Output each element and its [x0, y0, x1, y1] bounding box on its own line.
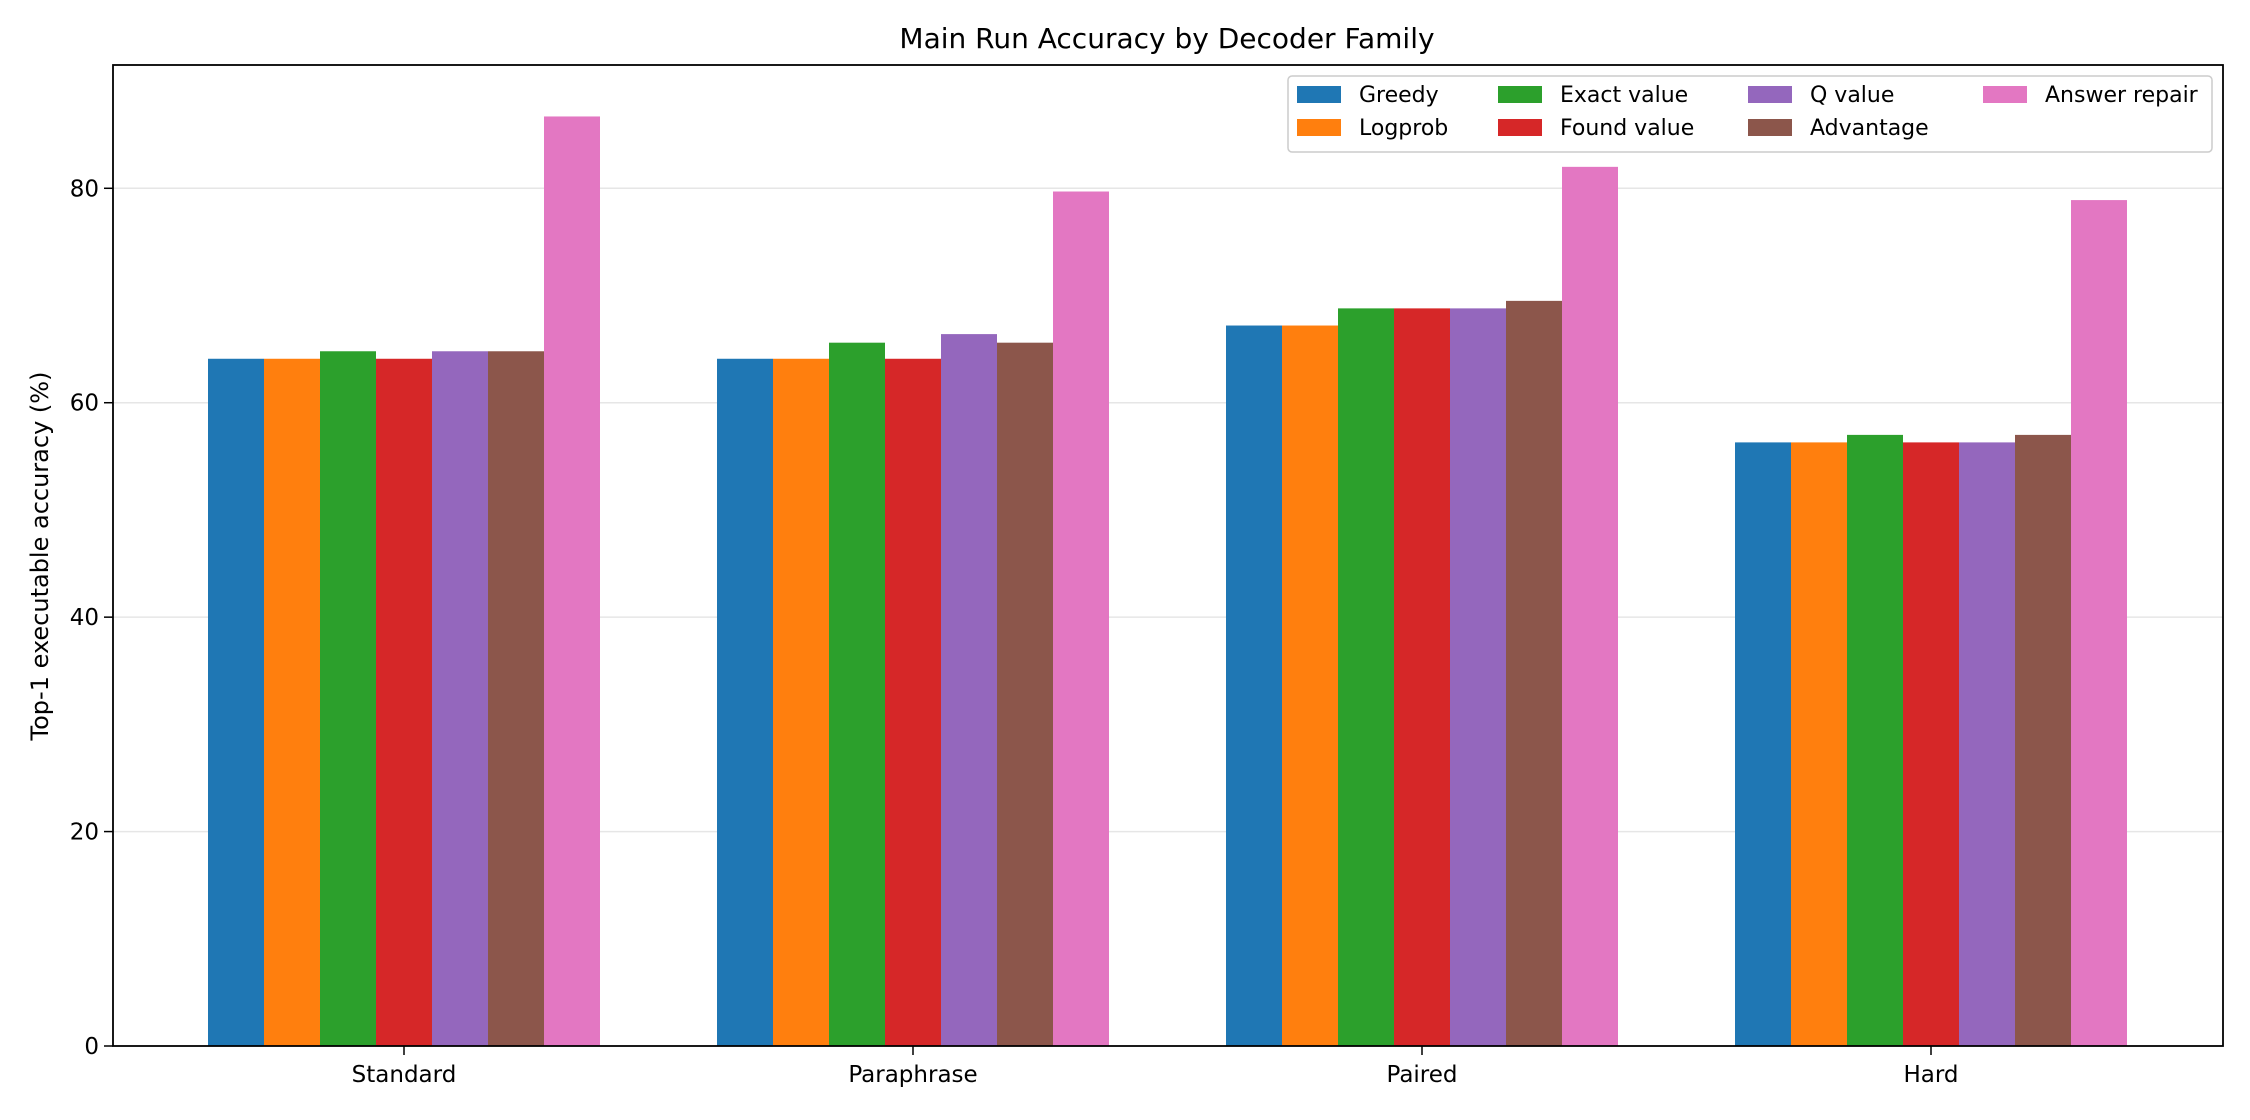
legend-label: Found value: [1560, 116, 1694, 141]
bar-exact-value-paired: [1338, 308, 1394, 1046]
bar-answer-repair-paired: [1562, 166, 1618, 1046]
y-tick-label: 20: [70, 820, 99, 846]
bar-exact-value-hard: [1847, 434, 1903, 1046]
bar-advantage-standard: [488, 351, 544, 1046]
bar-greedy-hard: [1735, 442, 1791, 1047]
bar-advantage-paired: [1506, 300, 1562, 1046]
bar-advantage-paraphrase: [997, 342, 1053, 1046]
bar-greedy-standard: [208, 358, 264, 1047]
legend-swatch: [1297, 119, 1341, 136]
bar-logprob-hard: [1791, 442, 1847, 1047]
bar-advantage-hard: [2015, 434, 2071, 1046]
x-tick-label: Paired: [1386, 1062, 1457, 1088]
legend-swatch: [1498, 119, 1542, 136]
legend-label: Greedy: [1359, 83, 1439, 108]
bar-greedy-paired: [1226, 325, 1282, 1047]
x-tick-label: Hard: [1903, 1062, 1958, 1088]
y-tick-label: 80: [70, 176, 99, 202]
y-tick-label: 40: [70, 605, 99, 631]
legend-swatch: [1748, 119, 1792, 136]
bar-found-value-hard: [1903, 442, 1959, 1047]
bar-logprob-paired: [1282, 325, 1338, 1047]
bar-logprob-paraphrase: [773, 358, 829, 1047]
legend-label: Answer repair: [2045, 83, 2199, 108]
legend-label: Q value: [1810, 83, 1894, 108]
bar-answer-repair-standard: [544, 116, 600, 1047]
bar-exact-value-paraphrase: [829, 342, 885, 1046]
bar-q-value-paired: [1450, 308, 1506, 1046]
bar-found-value-paired: [1394, 308, 1450, 1046]
legend-swatch: [1748, 86, 1792, 103]
x-tick-label: Standard: [352, 1062, 457, 1088]
legend-swatch: [1498, 86, 1542, 103]
bar-q-value-standard: [432, 351, 488, 1046]
bars: [208, 116, 2127, 1047]
legend-label: Advantage: [1810, 116, 1929, 141]
legend-label: Exact value: [1560, 83, 1688, 108]
bar-exact-value-standard: [320, 351, 376, 1046]
x-tick-label: Paraphrase: [848, 1062, 977, 1088]
legend-label: Logprob: [1359, 116, 1448, 141]
chart-title: Main Run Accuracy by Decoder Family: [899, 22, 1434, 55]
axes-ticks: 0 20 40 60 80 Standard Paraphrase Paired Hard: [70, 176, 1959, 1088]
bar-q-value-hard: [1959, 442, 2015, 1047]
bar-greedy-paraphrase: [717, 358, 773, 1047]
bar-answer-repair-hard: [2071, 200, 2127, 1047]
legend-swatch: [1983, 86, 2027, 103]
bar-q-value-paraphrase: [941, 334, 997, 1046]
legend: Greedy Logprob Exact value Found value Q val…: [1287, 75, 2213, 153]
bar-found-value-standard: [376, 358, 432, 1047]
legend-swatch: [1297, 86, 1341, 103]
bar-found-value-paraphrase: [885, 358, 941, 1047]
bar-logprob-standard: [264, 358, 320, 1047]
y-axis-label: Top-1 executable accuracy (%): [26, 372, 54, 742]
y-tick-label: 0: [84, 1034, 99, 1060]
y-tick-label: 60: [70, 391, 99, 417]
plot-frame: [112, 64, 2224, 1047]
bar-answer-repair-paraphrase: [1053, 191, 1109, 1046]
